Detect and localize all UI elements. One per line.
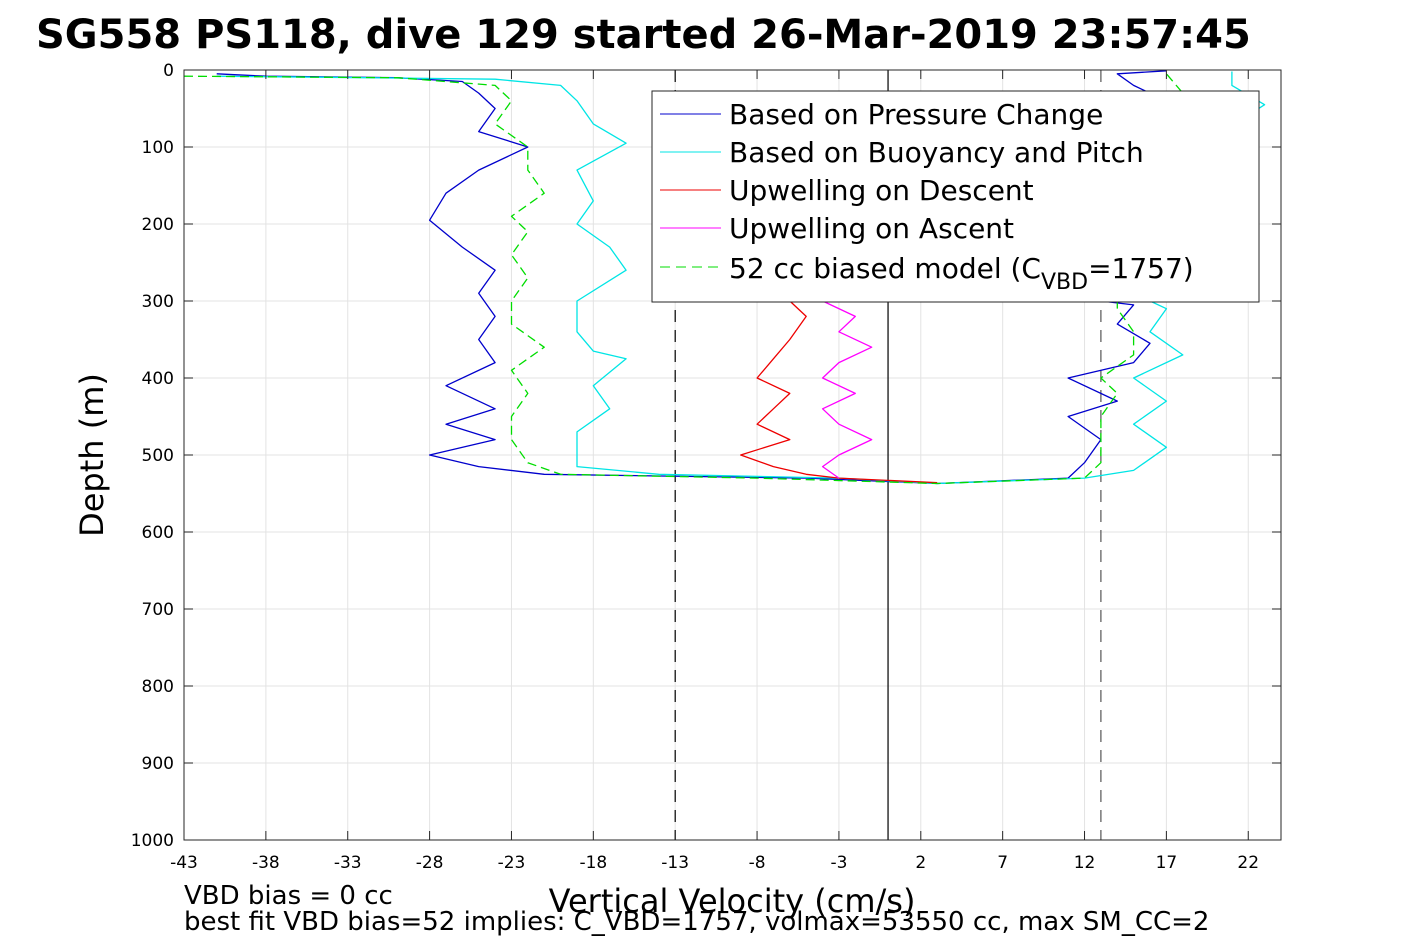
y-tick-label: 0	[163, 61, 174, 81]
legend-label-buoyancy: Based on Buoyancy and Pitch	[729, 136, 1144, 169]
y-tick-label: 100	[142, 138, 174, 158]
y-axis-label: Depth (m)	[73, 373, 111, 537]
series-line-2	[740, 300, 938, 484]
x-tick-label: -3	[830, 853, 847, 873]
y-tick-label: 800	[142, 677, 174, 697]
x-axis-label: Vertical Velocity (cm/s)	[549, 882, 916, 920]
series-line-3	[821, 300, 873, 479]
y-tick-label: 300	[142, 292, 174, 312]
legend: Based on Pressure Change Based on Buoyan…	[651, 90, 1260, 303]
y-tick-label: 1000	[131, 831, 174, 851]
x-tick-label: 22	[1237, 853, 1259, 873]
legend-label-model-tail: =1757)	[1088, 252, 1194, 285]
best-fit-note: best fit VBD bias=52 implies: C_VBD=1757…	[184, 907, 1209, 937]
vbd-bias-note: VBD bias = 0 cc	[184, 881, 393, 911]
series-line-1	[216, 71, 1266, 485]
y-tick-label: 400	[142, 369, 174, 389]
legend-box	[651, 90, 1260, 303]
y-tick-label: 700	[142, 600, 174, 620]
legend-label-model: 52 cc biased model (CVBD=1757)	[729, 252, 1194, 295]
x-tick-label: -8	[749, 853, 766, 873]
x-tick-label: -23	[498, 853, 526, 873]
x-tick-label: 7	[997, 853, 1008, 873]
x-tick-label: 12	[1074, 853, 1096, 873]
x-tick-label: -18	[579, 853, 607, 873]
x-tick-label: -38	[252, 853, 280, 873]
data-series	[184, 70, 1266, 485]
y-tick-label: 900	[142, 754, 174, 774]
x-tick-label: -28	[416, 853, 444, 873]
x-tick-label: -13	[661, 853, 689, 873]
x-axis-ticks: -43 -38 -33 -28 -23 -18 -13 -8 -3 2 7 12 17 22	[170, 70, 1259, 873]
legend-label-pressure: Based on Pressure Change	[729, 98, 1103, 131]
y-tick-label: 200	[142, 215, 174, 235]
legend-label-descent: Upwelling on Descent	[729, 174, 1034, 207]
x-tick-label: 17	[1156, 853, 1178, 873]
y-tick-label: 600	[142, 523, 174, 543]
legend-label-model-sub: VBD	[1041, 270, 1088, 295]
legend-label-model-main: 52 cc biased model (C	[729, 252, 1041, 285]
y-axis-ticks: 0 100 200 300 400 500 600 700 800 900 1000	[131, 61, 1281, 851]
y-tick-label: 500	[142, 446, 174, 466]
series-line-4	[184, 73, 1184, 485]
x-tick-label: 2	[915, 853, 926, 873]
x-tick-label: -33	[334, 853, 362, 873]
series-line-0	[216, 70, 1168, 485]
x-tick-label: -43	[170, 853, 198, 873]
chart-title: SG558 PS118, dive 129 started 26-Mar-201…	[36, 12, 1251, 58]
legend-label-ascent: Upwelling on Ascent	[729, 212, 1014, 245]
